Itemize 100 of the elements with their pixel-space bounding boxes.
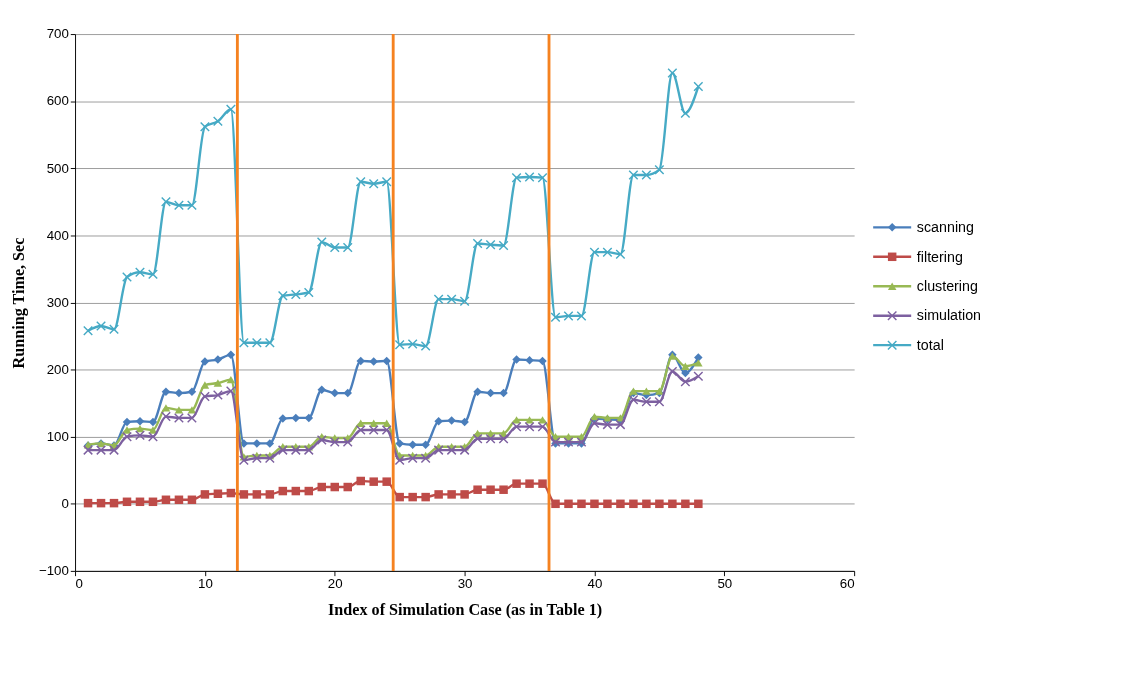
point (317, 385, 327, 394)
point (369, 357, 378, 366)
point (681, 362, 690, 370)
y-tick-label: 300 (46, 294, 69, 310)
point (589, 247, 600, 258)
point (511, 421, 522, 432)
point (499, 485, 508, 494)
point (498, 433, 509, 444)
point (96, 321, 106, 331)
point (577, 499, 586, 509)
point (602, 419, 613, 430)
x-tick-label: 40 (587, 576, 603, 592)
point (694, 499, 703, 509)
point (394, 339, 405, 350)
point (564, 499, 573, 509)
point (109, 324, 119, 335)
point (434, 490, 443, 499)
point (303, 287, 314, 298)
point (446, 294, 457, 305)
y-axis-title: Running Time, Sec (9, 237, 28, 369)
point (213, 379, 223, 387)
point (395, 439, 404, 448)
legend-label: total (916, 336, 944, 353)
point (173, 200, 184, 211)
legend-label: simulation (916, 307, 982, 324)
point (421, 492, 430, 502)
point (225, 386, 236, 397)
point (655, 499, 664, 509)
point (641, 396, 652, 407)
point (109, 445, 119, 456)
point (407, 453, 418, 464)
point (511, 172, 522, 183)
point (226, 350, 236, 360)
x-tick-label: 20 (327, 576, 343, 592)
point (304, 413, 314, 423)
point (356, 356, 365, 366)
y-tick-label: 700 (46, 26, 69, 42)
legend-label: scanning (916, 219, 974, 236)
point (342, 242, 353, 253)
point (512, 355, 521, 364)
point (251, 337, 262, 348)
point (680, 376, 691, 387)
point (265, 490, 275, 499)
x-tick-label: 60 (839, 576, 855, 592)
point (667, 366, 678, 377)
point (602, 247, 613, 258)
point (265, 439, 275, 448)
x-tick-label: 0 (75, 576, 83, 592)
point (694, 359, 703, 367)
point (368, 425, 379, 435)
point (212, 390, 223, 401)
point (473, 485, 482, 494)
point (83, 445, 94, 456)
y-tick-label: 200 (46, 361, 69, 377)
point (603, 499, 612, 509)
point (186, 200, 197, 211)
point (277, 290, 288, 301)
point (472, 433, 483, 444)
point (278, 414, 288, 423)
y-tick-label: 600 (46, 93, 69, 109)
point (394, 455, 405, 466)
point (667, 68, 678, 78)
point (200, 381, 210, 389)
point (252, 490, 262, 499)
point (576, 310, 587, 321)
y-tick-label: 400 (46, 227, 69, 243)
point (524, 172, 535, 182)
point (538, 479, 547, 488)
point (161, 404, 171, 412)
point (629, 499, 638, 509)
point (381, 176, 392, 187)
point (290, 445, 301, 456)
point (447, 490, 456, 499)
point (628, 394, 639, 405)
y-tick-label: 100 (46, 428, 69, 444)
point (160, 196, 171, 207)
point (173, 412, 184, 423)
point (551, 499, 560, 509)
point (420, 453, 431, 464)
point (459, 445, 470, 456)
point (486, 485, 495, 494)
point (161, 387, 171, 396)
point (498, 240, 509, 251)
point (472, 238, 483, 249)
point (408, 492, 417, 502)
point (225, 104, 236, 115)
point (460, 490, 469, 499)
y-tick-label: 500 (46, 160, 69, 176)
point (96, 445, 106, 456)
point (212, 116, 223, 127)
point (343, 482, 352, 492)
point (420, 341, 431, 352)
point (654, 396, 665, 407)
legend-label: clustering (916, 278, 978, 294)
y-tick-label: 0 (61, 496, 69, 512)
point (238, 337, 249, 348)
point (122, 272, 132, 282)
point (395, 492, 404, 502)
point (381, 425, 392, 435)
point (615, 419, 626, 430)
